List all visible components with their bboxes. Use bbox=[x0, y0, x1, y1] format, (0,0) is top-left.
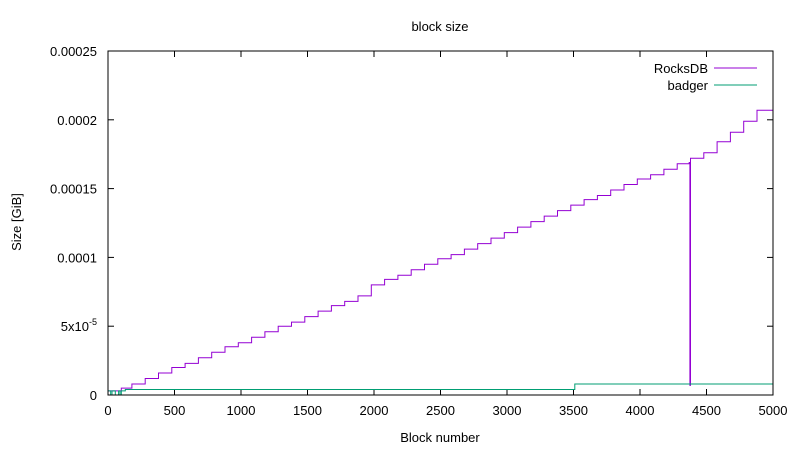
x-tick-label: 4000 bbox=[626, 403, 655, 418]
series-layer bbox=[108, 109, 773, 396]
series-line-rocksdb bbox=[108, 109, 773, 392]
y-tick-label: 5x10-5 bbox=[61, 317, 97, 334]
x-tick-label: 4500 bbox=[692, 403, 721, 418]
x-tick-label: 1000 bbox=[227, 403, 256, 418]
x-tick-label: 500 bbox=[164, 403, 186, 418]
legend-label-badger: badger bbox=[668, 78, 709, 93]
x-tick-label: 2500 bbox=[426, 403, 455, 418]
x-tick-label: 3000 bbox=[493, 403, 522, 418]
x-tick-label: 2000 bbox=[360, 403, 389, 418]
series-line-badger bbox=[108, 383, 773, 396]
legend-label-rocksdb: RocksDB bbox=[654, 61, 708, 76]
x-tick-label: 0 bbox=[104, 403, 111, 418]
y-axis-label: Size [GiB] bbox=[9, 193, 24, 251]
legend: RocksDB badger bbox=[654, 61, 757, 93]
chart-title: block size bbox=[411, 19, 468, 34]
x-axis-label: Block number bbox=[400, 430, 480, 445]
y-tick-label-base: 5x10 bbox=[61, 319, 89, 334]
y-tick-label: 0.0002 bbox=[57, 113, 97, 128]
y-tick-layer: 0 5x10-5 0.0001 0.00015 0.0002 0.00025 bbox=[50, 44, 773, 403]
y-tick-label-exponent: -5 bbox=[89, 317, 97, 327]
y-tick-label: 0.0001 bbox=[57, 250, 97, 265]
plot-area-border bbox=[107, 50, 774, 396]
y-tick-label: 0 bbox=[90, 388, 97, 403]
x-tick-label: 1500 bbox=[293, 403, 322, 418]
y-tick-label: 0.00015 bbox=[50, 182, 97, 197]
x-tick-label: 5000 bbox=[759, 403, 788, 418]
x-tick-label: 3500 bbox=[559, 403, 588, 418]
y-tick-label: 0.00025 bbox=[50, 44, 97, 59]
x-tick-layer: 0 500 1000 1500 2000 2500 3000 3500 4000 4500 5000 bbox=[104, 51, 787, 418]
